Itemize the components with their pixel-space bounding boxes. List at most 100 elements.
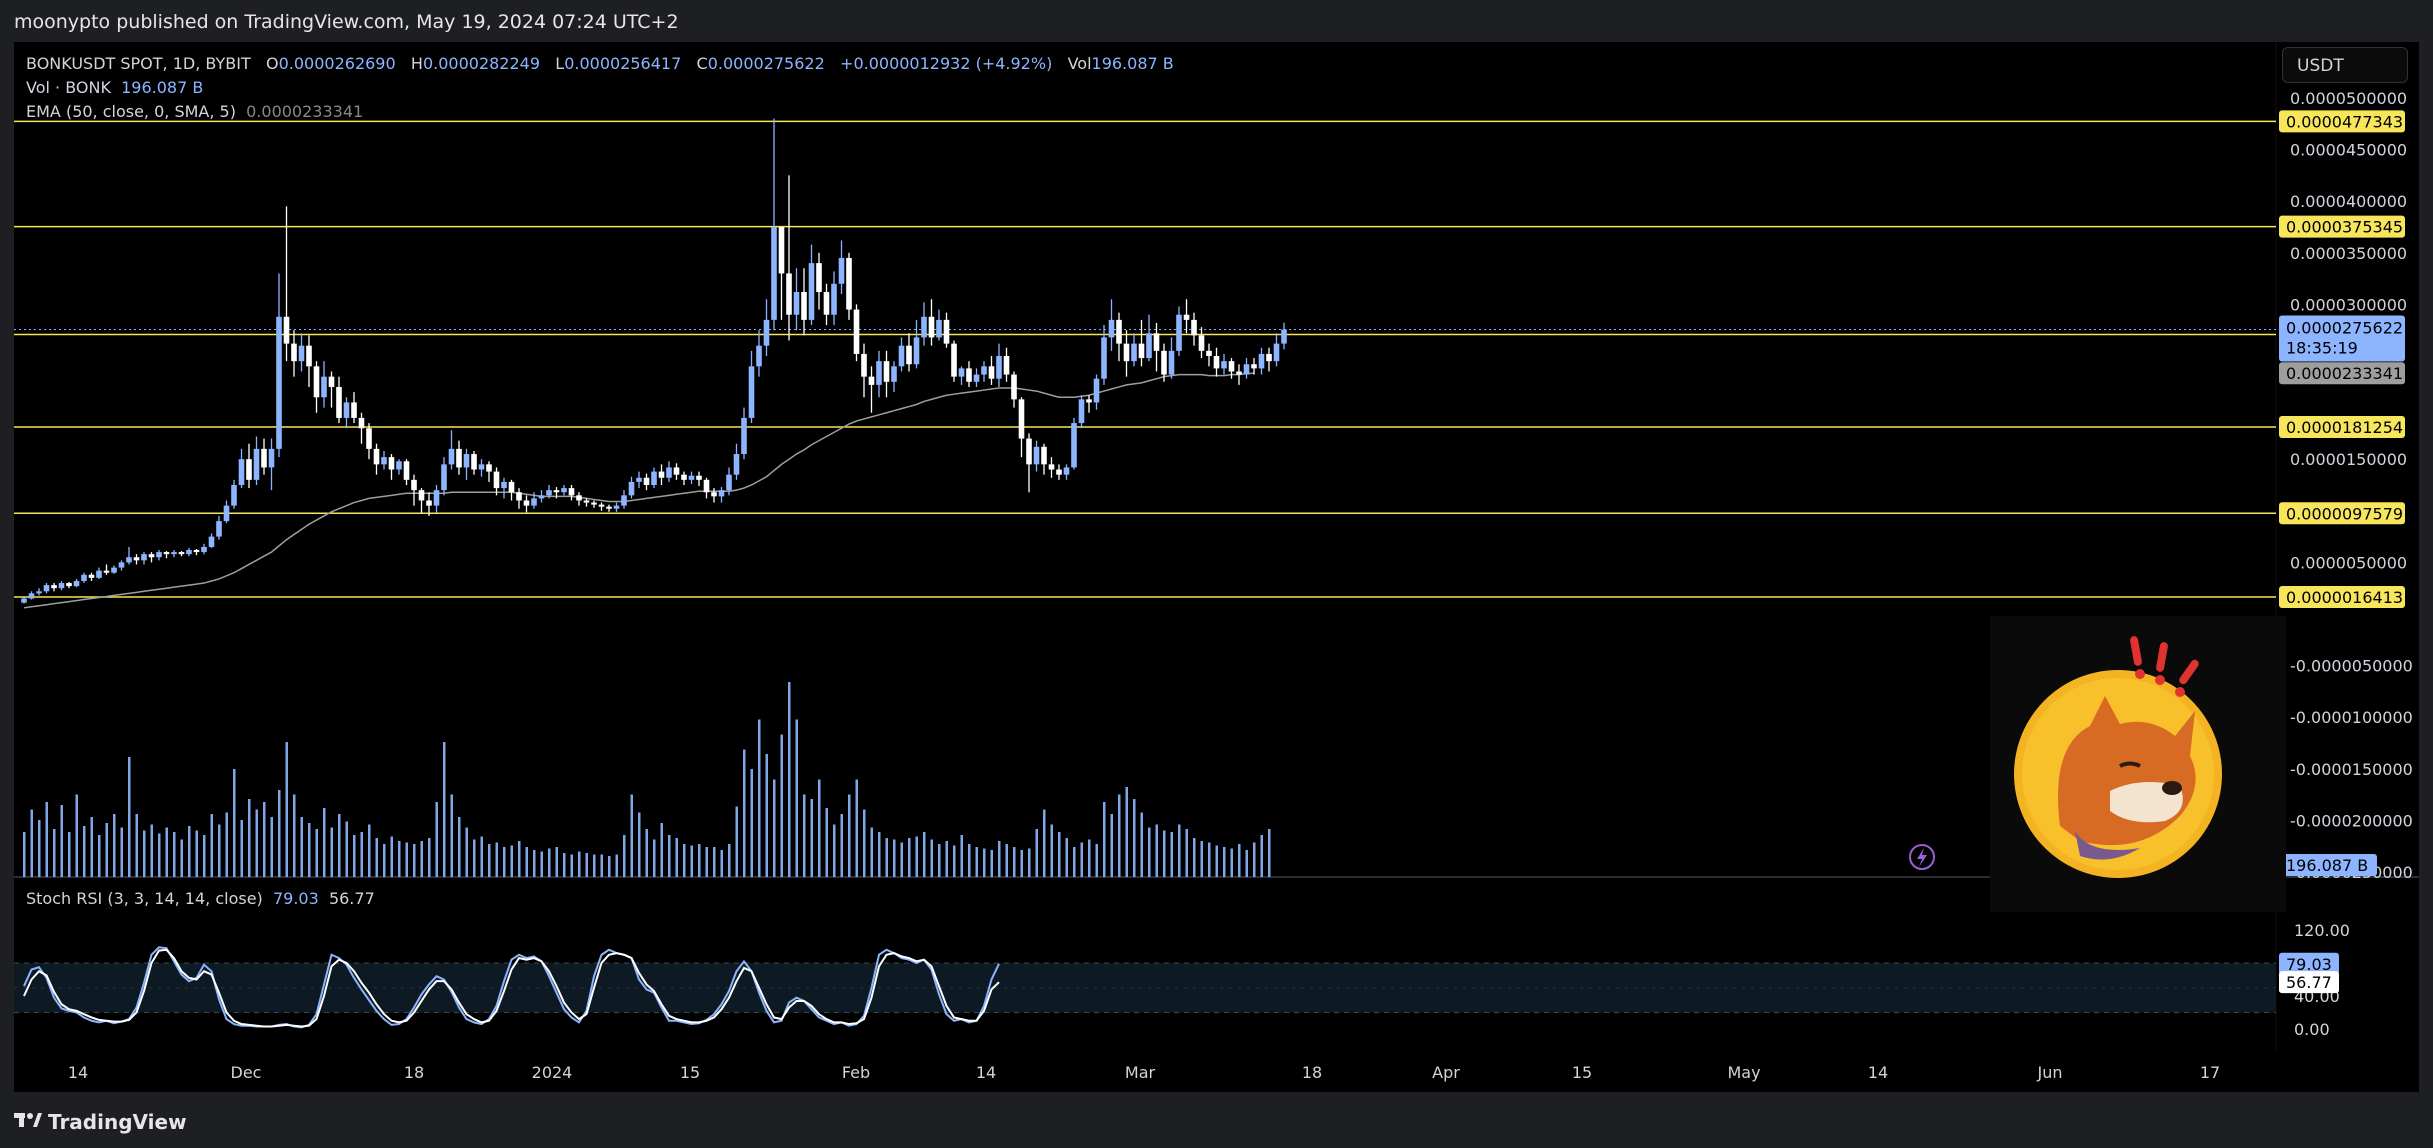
- volume-bar: [285, 742, 288, 877]
- volume-bar: [435, 802, 438, 877]
- price-axis-tick: -0.0000200000: [2290, 811, 2413, 830]
- chart-area[interactable]: 0.00004773430.00003753450.00002708590.00…: [14, 42, 2419, 1092]
- price-axis-tick: -0.0000050000: [2290, 657, 2413, 676]
- volume-bar: [300, 817, 303, 877]
- volume-bar: [1065, 838, 1068, 877]
- currency-label: USDT: [2297, 56, 2344, 76]
- candle-body: [358, 417, 365, 429]
- candle-body: [606, 506, 612, 509]
- candle-body: [351, 402, 357, 418]
- candle-body: [1123, 343, 1130, 362]
- volume-bar: [308, 823, 311, 877]
- volume-bar: [270, 817, 273, 877]
- volume-bar: [840, 814, 843, 877]
- footer-brand: TradingView: [48, 1110, 187, 1134]
- candle-body: [1153, 333, 1160, 351]
- volume-bar: [623, 835, 626, 877]
- candle-body: [531, 498, 537, 506]
- candle-body: [688, 475, 695, 480]
- candle-body: [208, 536, 215, 547]
- volume-bar: [908, 838, 911, 877]
- volume-bar: [23, 832, 26, 877]
- bonk-logo-image: [1990, 616, 2286, 912]
- candle-body: [456, 448, 462, 468]
- candle-body: [898, 345, 905, 367]
- volume-bar: [1185, 829, 1188, 877]
- volume-bar: [330, 827, 333, 877]
- candle-body: [486, 464, 492, 472]
- candle-body: [1033, 446, 1040, 465]
- volume-bar: [1230, 848, 1233, 877]
- price-axis-tick: 0.0000450000: [2290, 141, 2407, 160]
- high-value: 0.0000282249: [422, 54, 541, 73]
- candle-body: [928, 316, 935, 338]
- tradingview-logo[interactable]: TradingView: [14, 1110, 187, 1134]
- volume-bar: [1155, 824, 1158, 877]
- price-axis-tick: 0.0000050000: [2290, 553, 2407, 572]
- volume-bar: [1178, 824, 1181, 877]
- candle-body: [786, 273, 792, 315]
- candle-body: [471, 454, 477, 470]
- candle-body: [426, 500, 432, 506]
- high-label: H: [410, 54, 423, 73]
- candle-body: [336, 386, 342, 418]
- level-tag-bg: [2279, 502, 2405, 525]
- volume-bar: [255, 809, 258, 877]
- candle-body: [28, 593, 35, 599]
- candle-body: [43, 585, 50, 592]
- candle-body: [733, 454, 740, 475]
- volume-bar: [248, 799, 251, 877]
- volume-bar: [998, 841, 1001, 877]
- volume-bar: [390, 836, 393, 877]
- volume-bar: [278, 790, 281, 877]
- volume-bar: [645, 829, 648, 877]
- candle-body: [171, 552, 177, 555]
- volume-bar: [360, 832, 363, 877]
- footer-bar: [0, 1092, 2433, 1148]
- volume-bar: [150, 824, 153, 877]
- level-tag-label: 0.0000477343: [2286, 112, 2403, 131]
- candle-body: [298, 345, 305, 362]
- candle-body: [838, 257, 845, 284]
- volume-bar: [735, 806, 738, 877]
- stoch-tag-bg: [2279, 971, 2339, 994]
- close-label: C: [696, 54, 708, 73]
- volume-bar: [263, 802, 266, 877]
- time-axis-tick: 14: [1868, 1063, 1888, 1082]
- volume-bar: [968, 844, 971, 877]
- candle-body: [613, 505, 620, 509]
- volume-bar: [743, 749, 746, 877]
- chart-canvas[interactable]: 0.00004773430.00003753450.00002708590.00…: [14, 42, 2419, 1092]
- volume-bar: [1140, 812, 1143, 877]
- volume-bar: [780, 734, 783, 877]
- time-axis-tick: 15: [680, 1063, 700, 1082]
- candle-body: [726, 474, 732, 491]
- currency-selector[interactable]: USDT: [2282, 47, 2408, 83]
- candle-body: [238, 459, 245, 485]
- vol-value: 196.087 B: [1091, 54, 1174, 73]
- candle-body: [448, 448, 455, 465]
- volume-bar: [698, 844, 701, 877]
- candle-body: [853, 309, 860, 354]
- volume-bar: [1238, 844, 1241, 877]
- candle-body: [643, 477, 650, 485]
- candle-body: [1003, 356, 1010, 375]
- candle-body: [261, 448, 267, 468]
- volume-bar: [1200, 841, 1203, 877]
- candle-body: [621, 495, 627, 506]
- volume-bar: [173, 832, 176, 877]
- level-tag-bg: [2279, 415, 2405, 438]
- candle-body: [343, 402, 350, 418]
- current-price-tag-label: 0.0000275622: [2286, 319, 2403, 338]
- volume-bar: [338, 814, 341, 877]
- volume-bar: [398, 841, 401, 877]
- level-tag-bg: [2279, 110, 2405, 133]
- volume-bar: [323, 808, 326, 877]
- candle-body: [1221, 361, 1227, 369]
- candle-body: [396, 461, 402, 470]
- volume-bar: [1058, 832, 1061, 877]
- candle-body: [201, 546, 207, 553]
- candle-body: [126, 557, 132, 563]
- candle-body: [381, 457, 387, 465]
- candle-body: [1236, 371, 1242, 375]
